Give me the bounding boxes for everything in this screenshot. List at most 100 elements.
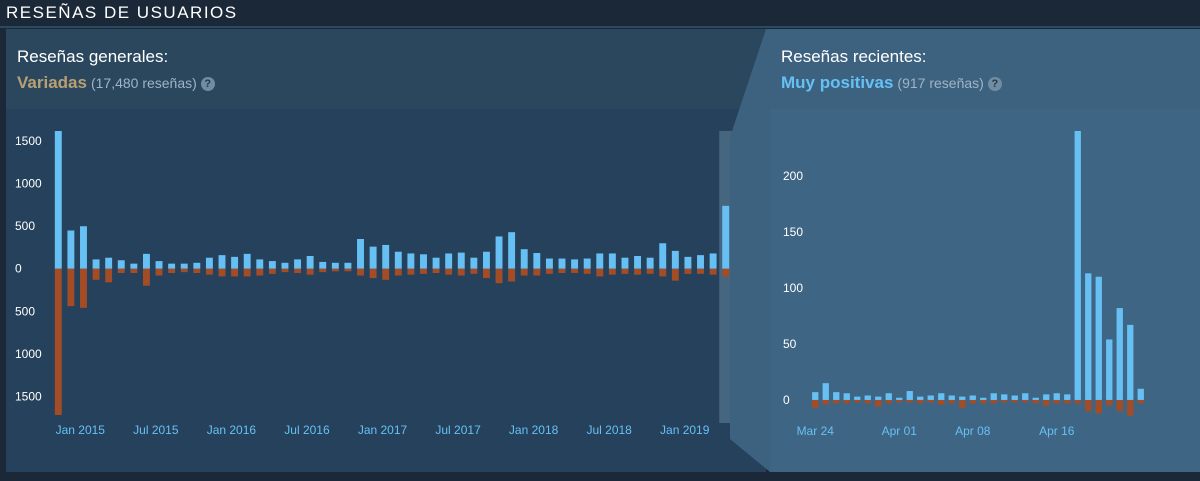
recent-positive-bar[interactable]	[1011, 395, 1018, 400]
recent-positive-bar[interactable]	[917, 396, 924, 400]
overall-negative-bar[interactable]	[319, 268, 327, 273]
overall-positive-bar[interactable]	[231, 256, 239, 269]
recent-negative-bar[interactable]	[906, 399, 913, 403]
overall-negative-bar[interactable]	[357, 268, 364, 276]
recent-positive-bar[interactable]	[1043, 394, 1050, 400]
recent-positive-bar[interactable]	[875, 396, 882, 400]
overall-positive-bar[interactable]	[382, 244, 390, 269]
recent-positive-bar[interactable]	[822, 383, 829, 400]
recent-negative-bar[interactable]	[1022, 399, 1029, 403]
overall-positive-bar[interactable]	[243, 253, 251, 269]
overall-negative-bar[interactable]	[67, 268, 75, 307]
overall-negative-bar[interactable]	[545, 268, 553, 274]
overall-positive-bar[interactable]	[621, 257, 629, 269]
overall-negative-bar[interactable]	[671, 268, 679, 281]
recent-negative-bar[interactable]	[896, 399, 903, 403]
recent-negative-bar[interactable]	[1053, 399, 1060, 404]
recent-negative-bar[interactable]	[1116, 399, 1123, 412]
overall-positive-bar[interactable]	[117, 260, 125, 269]
recent-positive-bar[interactable]	[864, 395, 871, 400]
overall-positive-bar[interactable]	[495, 236, 503, 269]
overall-positive-bar[interactable]	[205, 257, 213, 269]
recent-negative-bar[interactable]	[1074, 399, 1081, 404]
recent-positive-bar[interactable]	[1032, 397, 1039, 400]
recent-negative-bar[interactable]	[969, 399, 976, 404]
recent-negative-bar[interactable]	[1095, 399, 1102, 414]
overall-positive-bar[interactable]	[193, 262, 201, 269]
overall-negative-bar[interactable]	[382, 268, 390, 280]
overall-negative-bar[interactable]	[105, 268, 113, 283]
recent-negative-bar[interactable]	[854, 399, 861, 403]
overall-negative-bar[interactable]	[344, 268, 352, 272]
recent-negative-bar[interactable]	[822, 399, 829, 405]
overall-positive-bar[interactable]	[306, 255, 314, 269]
overall-positive-bar[interactable]	[420, 254, 427, 269]
help-icon[interactable]: ?	[200, 77, 215, 91]
recent-positive-bar[interactable]	[906, 391, 913, 400]
overall-negative-bar[interactable]	[306, 268, 314, 275]
overall-selection-highlight[interactable]	[719, 131, 733, 423]
overall-negative-bar[interactable]	[709, 268, 717, 275]
overall-positive-bar[interactable]	[432, 257, 440, 269]
overall-negative-bar[interactable]	[457, 268, 465, 276]
overall-negative-bar[interactable]	[684, 268, 692, 274]
overall-negative-bar[interactable]	[470, 268, 478, 274]
overall-positive-bar[interactable]	[457, 252, 465, 269]
recent-positive-bar[interactable]	[833, 392, 840, 400]
overall-positive-bar[interactable]	[168, 263, 176, 269]
overall-negative-bar[interactable]	[659, 268, 667, 277]
overall-negative-bar[interactable]	[571, 268, 579, 273]
recent-negative-bar[interactable]	[1064, 399, 1071, 404]
overall-positive-bar[interactable]	[634, 255, 642, 269]
recent-negative-bar[interactable]	[927, 399, 934, 403]
recent-positive-bar[interactable]	[843, 393, 850, 400]
overall-positive-bar[interactable]	[357, 238, 364, 269]
overall-negative-bar[interactable]	[508, 268, 516, 282]
overall-positive-bar[interactable]	[294, 259, 302, 269]
overall-positive-bar[interactable]	[92, 259, 100, 269]
overall-positive-bar[interactable]	[482, 251, 490, 269]
overall-negative-bar[interactable]	[218, 268, 226, 277]
overall-positive-bar[interactable]	[256, 259, 264, 269]
recent-positive-bar[interactable]	[1085, 273, 1092, 400]
overall-negative-bar[interactable]	[520, 268, 528, 276]
recent-negative-bar[interactable]	[938, 399, 945, 405]
recent-negative-bar[interactable]	[885, 399, 892, 404]
overall-positive-bar[interactable]	[54, 131, 62, 269]
recent-positive-bar[interactable]	[1137, 388, 1144, 400]
overall-positive-bar[interactable]	[571, 259, 579, 269]
overall-negative-bar[interactable]	[205, 268, 213, 275]
overall-positive-bar[interactable]	[520, 249, 528, 269]
recent-positive-bar[interactable]	[927, 395, 934, 400]
recent-reviews-chart[interactable]: 200 150 100 50 0 Mar 24 Apr 01 Apr 08 Apr 16	[770, 109, 1200, 472]
overall-negative-bar[interactable]	[420, 268, 427, 274]
overall-negative-bar[interactable]	[193, 268, 201, 273]
recent-negative-bar[interactable]	[864, 399, 871, 404]
overall-negative-bar[interactable]	[646, 268, 654, 274]
recent-positive-bar[interactable]	[1064, 394, 1071, 400]
overall-negative-bar[interactable]	[243, 268, 251, 277]
recent-positive-bar[interactable]	[990, 393, 997, 400]
recent-negative-bar[interactable]	[959, 399, 966, 408]
overall-negative-bar[interactable]	[168, 268, 176, 273]
recent-negative-bar[interactable]	[1011, 399, 1018, 403]
overall-negative-bar[interactable]	[130, 268, 138, 273]
overall-positive-bar[interactable]	[130, 263, 138, 269]
overall-negative-bar[interactable]	[180, 268, 188, 273]
overall-positive-bar[interactable]	[583, 258, 591, 269]
overall-positive-bar[interactable]	[331, 262, 339, 269]
overall-negative-bar[interactable]	[268, 268, 276, 274]
overall-positive-bar[interactable]	[142, 253, 150, 269]
recent-positive-bar[interactable]	[938, 393, 945, 400]
overall-positive-bar[interactable]	[608, 253, 616, 269]
recent-negative-bar[interactable]	[980, 399, 987, 404]
overall-positive-bar[interactable]	[709, 253, 717, 269]
overall-positive-bar[interactable]	[659, 243, 667, 269]
overall-negative-bar[interactable]	[281, 268, 289, 273]
overall-negative-bar[interactable]	[294, 268, 302, 273]
overall-positive-bar[interactable]	[697, 255, 704, 269]
recent-negative-bar[interactable]	[1085, 399, 1092, 412]
overall-positive-bar[interactable]	[646, 257, 654, 269]
overall-negative-bar[interactable]	[432, 268, 440, 273]
recent-reviews-summary[interactable]: Muy positivas	[781, 73, 894, 92]
